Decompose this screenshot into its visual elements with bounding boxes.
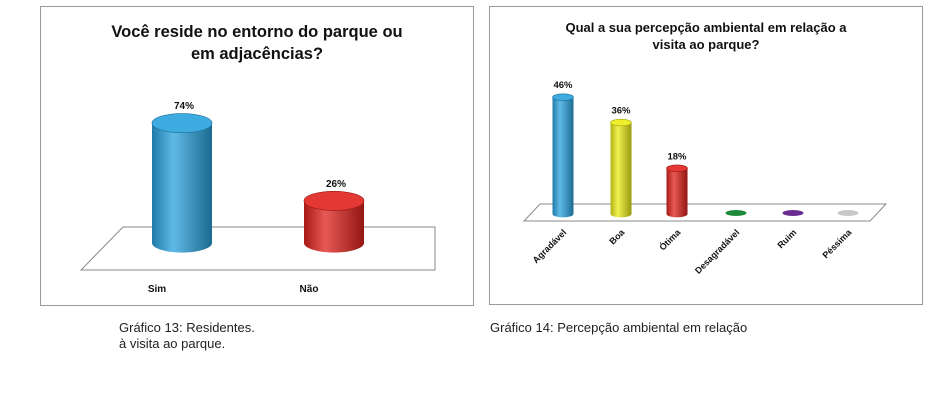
figure-caption: Gráfico 13: Residentes. à visita ao parq… [119, 320, 255, 351]
chart-residentes: 74% Sim 26% Não [79, 101, 436, 295]
data-label: 26% [326, 179, 346, 190]
chart-title: Qual a sua percepção ambiental em relaçã… [565, 20, 847, 52]
bar [610, 118, 632, 218]
category-label: Boa [607, 227, 627, 247]
chart-panel-percepcao: Qual a sua percepção ambiental em relaçã… [489, 6, 923, 305]
bar [303, 190, 365, 253]
chart-floor [79, 226, 436, 271]
data-label: 36% [611, 106, 631, 117]
category-label: Desagradável [693, 227, 741, 275]
category-label: Péssima [821, 227, 855, 261]
bar [552, 93, 574, 218]
category-label: Não [300, 284, 319, 295]
bar-top [610, 118, 632, 127]
category-label: Agradável [531, 227, 569, 265]
category-label: Ótima [657, 226, 684, 253]
bar-top [303, 190, 365, 211]
category-label: Sim [148, 284, 166, 295]
figure-caption: Gráfico 14: Percepção ambiental em relaç… [490, 320, 748, 335]
bar [666, 164, 688, 218]
chart-panel-residentes: Você reside no entorno do parque ou em a… [40, 6, 474, 306]
chart-percepcao: 46% Agradável 36% Boa 18% Ótima Desagradável Ru… [522, 80, 888, 276]
data-label: 18% [667, 151, 687, 162]
bar [151, 113, 213, 253]
bar-body [152, 123, 213, 253]
data-label: 46% [553, 80, 573, 91]
bar-top [552, 93, 574, 101]
bar-top [666, 164, 688, 172]
bar [725, 210, 747, 216]
bar-body [666, 168, 688, 218]
bar [837, 210, 859, 216]
bar-body [552, 97, 574, 218]
category-label: Ruim [775, 227, 798, 250]
bar-body [304, 200, 364, 253]
data-label: 74% [174, 101, 194, 112]
bar [782, 210, 804, 216]
bar-body [610, 122, 632, 218]
chart-floor [522, 203, 888, 222]
bar-top [151, 113, 213, 134]
chart-title: Você reside no entorno do parque ou em a… [111, 23, 403, 63]
